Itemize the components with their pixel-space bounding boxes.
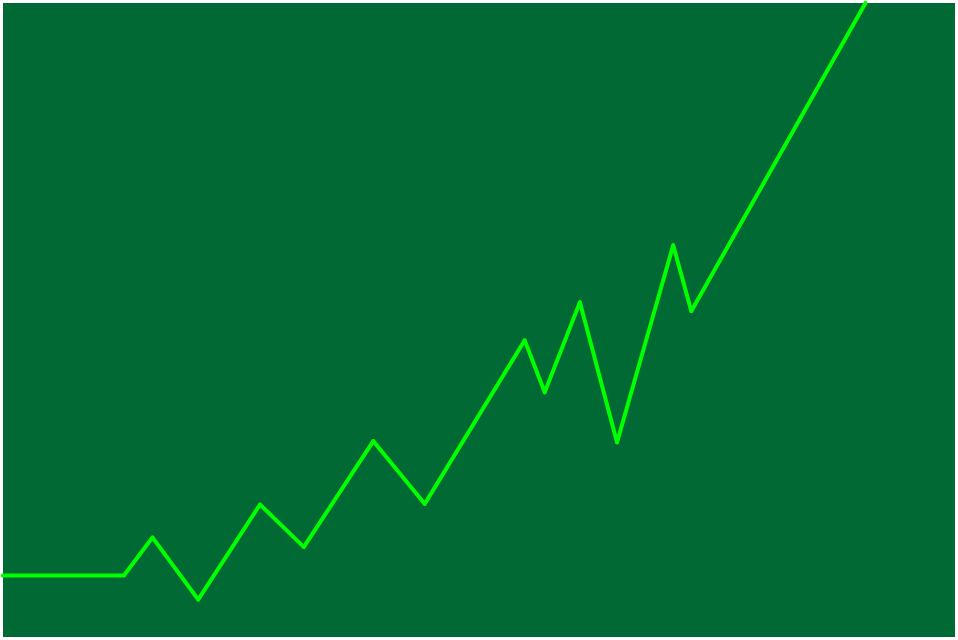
data-point <box>577 300 582 305</box>
data-point <box>671 243 676 248</box>
data-point <box>301 545 306 549</box>
data-point <box>542 390 547 395</box>
series-layer <box>1 1 868 602</box>
data-point <box>371 439 376 444</box>
data-point <box>121 573 126 578</box>
data-point <box>522 338 527 343</box>
data-point <box>422 501 427 506</box>
plot-area <box>3 3 955 637</box>
data-point <box>615 440 619 445</box>
data-point <box>196 597 201 602</box>
data-point <box>1 573 5 578</box>
data-point <box>863 1 868 5</box>
data-point <box>689 309 694 314</box>
data-point <box>150 535 155 540</box>
data-point <box>258 502 262 507</box>
